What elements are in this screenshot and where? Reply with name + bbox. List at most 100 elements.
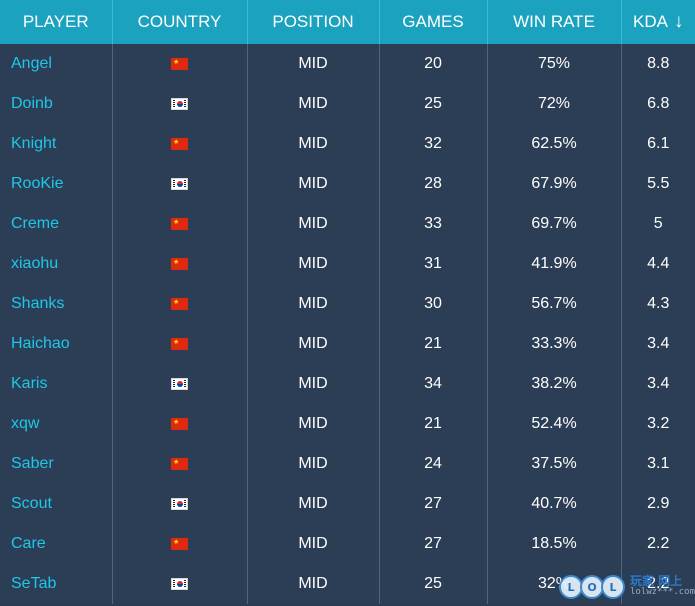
- games-cell: 24: [379, 444, 488, 484]
- flag-part: [173, 99, 175, 108]
- win-rate-cell: 40.7%: [487, 484, 622, 524]
- watermark-letter: L: [601, 575, 625, 599]
- kda-cell: 2.2: [621, 564, 695, 604]
- site-watermark-logo: L O L 玩家 网上 lolwz***.com: [559, 572, 695, 602]
- position-cell: MID: [247, 524, 380, 564]
- kda-cell: 4.4: [621, 244, 695, 284]
- kda-cell: 4.3: [621, 284, 695, 324]
- player-name-cell[interactable]: Angel: [0, 44, 113, 84]
- player-name-cell[interactable]: Saber: [0, 444, 113, 484]
- player-name-cell[interactable]: SeTab: [0, 564, 113, 604]
- korea-flag-icon: [171, 97, 188, 110]
- column-header-kda[interactable]: KDA ↓: [621, 0, 695, 44]
- table-row[interactable]: Karis MID 34 38.2% 3.4: [0, 364, 695, 404]
- win-rate-cell: 37.5%: [487, 444, 622, 484]
- country-cell: [112, 324, 248, 364]
- win-rate-cell: 56.7%: [487, 284, 622, 324]
- flag-part: [184, 179, 186, 188]
- player-name-cell[interactable]: Shanks: [0, 284, 113, 324]
- country-cell: [112, 204, 248, 244]
- flag-part: [184, 579, 186, 588]
- position-cell: MID: [247, 444, 380, 484]
- player-name-cell[interactable]: xqw: [0, 404, 113, 444]
- korea-flag-icon: [171, 177, 188, 190]
- column-header-win-rate[interactable]: WIN RATE: [487, 0, 622, 44]
- position-cell: MID: [247, 124, 380, 164]
- country-cell: [112, 284, 248, 324]
- kda-cell: 3.1: [621, 444, 695, 484]
- country-cell: [112, 364, 248, 404]
- watermark-top-text: 玩家 网上: [630, 574, 683, 588]
- column-header-country[interactable]: COUNTRY: [112, 0, 248, 44]
- table-row[interactable]: SeTab MID 25 32% 2.2: [0, 564, 695, 604]
- kda-cell: 2.9: [621, 484, 695, 524]
- flag-part: [173, 499, 175, 508]
- player-name-cell[interactable]: Karis: [0, 364, 113, 404]
- kda-cell: 8.8: [621, 44, 695, 84]
- country-cell: [112, 84, 248, 124]
- games-cell: 21: [379, 324, 488, 364]
- win-rate-cell: 52.4%: [487, 404, 622, 444]
- table-row[interactable]: Scout MID 27 40.7% 2.9: [0, 484, 695, 524]
- china-flag-icon: [171, 56, 188, 70]
- player-name-cell[interactable]: Haichao: [0, 324, 113, 364]
- player-name-cell[interactable]: Doinb: [0, 84, 113, 124]
- column-header-games[interactable]: GAMES: [379, 0, 488, 44]
- win-rate-cell: 72%: [487, 84, 622, 124]
- china-flag-icon: [171, 136, 188, 150]
- watermark-letter: O: [580, 575, 604, 599]
- win-rate-cell: 41.9%: [487, 244, 622, 284]
- player-name-cell[interactable]: Knight: [0, 124, 113, 164]
- china-flag-icon: [171, 416, 188, 430]
- flag-part: [173, 179, 175, 188]
- games-cell: 20: [379, 44, 488, 84]
- watermark-bottom-text: lolwz***.com: [630, 587, 695, 597]
- china-flag-icon: [171, 536, 188, 550]
- flag-part: [177, 580, 183, 587]
- player-name-cell[interactable]: xiaohu: [0, 244, 113, 284]
- flag-part: [177, 180, 183, 187]
- player-name-cell[interactable]: Care: [0, 524, 113, 564]
- games-cell: 28: [379, 164, 488, 204]
- sort-down-arrow-icon[interactable]: ↓: [673, 11, 684, 32]
- country-cell: [112, 124, 248, 164]
- table-row[interactable]: RooKie MID 28 67.9% 5.5: [0, 164, 695, 204]
- flag-part: [173, 379, 175, 388]
- column-header-player[interactable]: PLAYER: [0, 0, 113, 44]
- china-flag-icon: [171, 336, 188, 350]
- kda-cell: 3.4: [621, 364, 695, 404]
- table-row[interactable]: Doinb MID 25 72% 6.8: [0, 84, 695, 124]
- position-cell: MID: [247, 364, 380, 404]
- position-cell: MID: [247, 164, 380, 204]
- position-cell: MID: [247, 44, 380, 84]
- games-cell: 27: [379, 524, 488, 564]
- watermark-letters: L O L: [559, 575, 625, 599]
- country-cell: [112, 404, 248, 444]
- flag-part: [184, 379, 186, 388]
- player-name-cell[interactable]: Scout: [0, 484, 113, 524]
- position-cell: MID: [247, 84, 380, 124]
- games-cell: 31: [379, 244, 488, 284]
- position-cell: MID: [247, 564, 380, 604]
- column-header-position[interactable]: POSITION: [247, 0, 380, 44]
- player-name-cell[interactable]: RooKie: [0, 164, 113, 204]
- watermark-text: 玩家 网上 lolwz***.com: [630, 574, 695, 598]
- country-cell: [112, 484, 248, 524]
- position-cell: MID: [247, 244, 380, 284]
- country-cell: [112, 524, 248, 564]
- korea-flag-icon: [171, 497, 188, 510]
- korea-flag-icon: [171, 377, 188, 390]
- china-flag-icon: [171, 256, 188, 270]
- player-name-cell[interactable]: Creme: [0, 204, 113, 244]
- position-cell: MID: [247, 484, 380, 524]
